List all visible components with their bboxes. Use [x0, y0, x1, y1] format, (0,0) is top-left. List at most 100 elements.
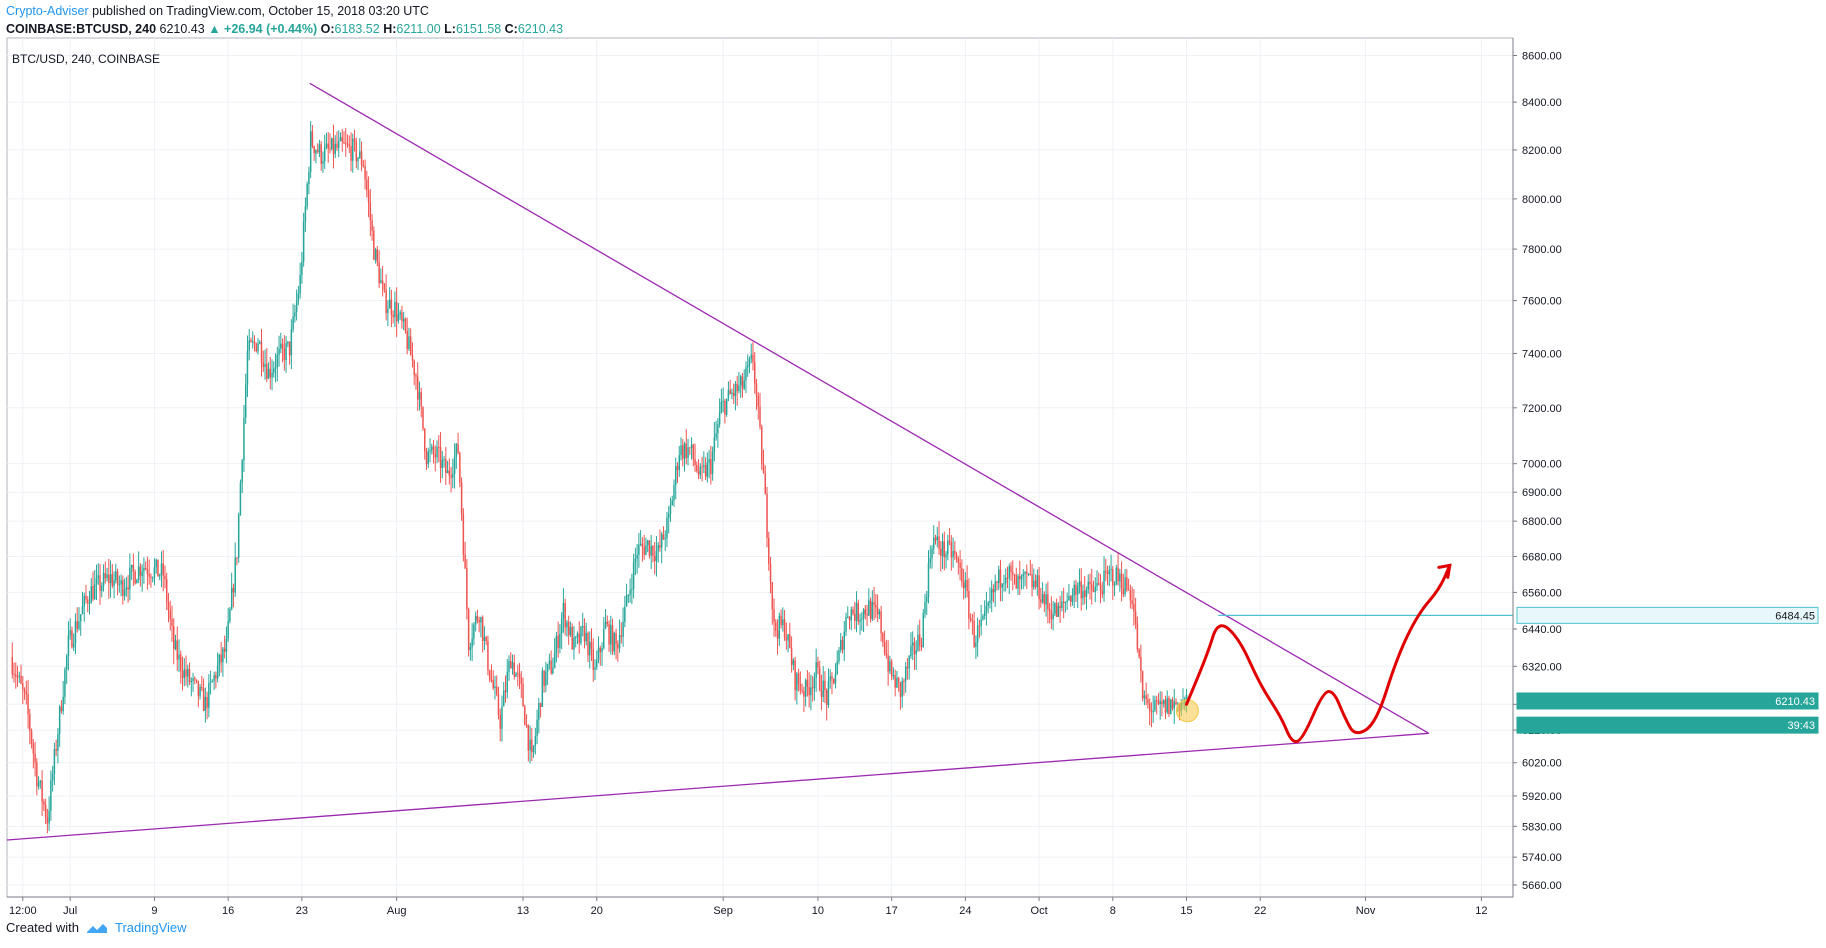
- candle-body: [62, 696, 64, 712]
- y-tick-label: 5740.00: [1522, 852, 1562, 864]
- candle-body: [887, 655, 889, 672]
- candle-body: [683, 443, 686, 459]
- candle-body: [1010, 566, 1012, 573]
- candle-body: [151, 577, 154, 579]
- price-label-box: [1516, 716, 1819, 734]
- candle-body: [43, 801, 45, 805]
- candle-body: [567, 621, 570, 636]
- candle-body: [462, 514, 465, 555]
- candle-body: [402, 318, 405, 322]
- candle-body: [397, 314, 400, 321]
- candle-body: [601, 648, 603, 653]
- candle-body: [387, 308, 389, 313]
- candle-body: [92, 586, 94, 600]
- candle-body: [571, 627, 573, 650]
- candle-body: [578, 633, 580, 644]
- candle-body: [1157, 700, 1160, 704]
- candle-body: [22, 683, 24, 690]
- candle-body: [752, 354, 754, 363]
- candle-body: [720, 401, 723, 413]
- candle-body: [741, 376, 744, 389]
- x-tick-label: 13: [517, 905, 529, 917]
- candle-body: [1020, 576, 1023, 580]
- candle-body: [464, 554, 466, 569]
- candle-body: [431, 446, 433, 451]
- candle-body: [457, 443, 459, 453]
- candle-body: [132, 564, 135, 572]
- candle-body: [297, 293, 300, 302]
- candle-body: [1069, 596, 1072, 602]
- candle-body: [332, 138, 335, 155]
- candle-body: [1108, 570, 1111, 575]
- candle-body: [1119, 573, 1121, 582]
- candle-body: [399, 312, 401, 315]
- candle-body: [301, 261, 303, 276]
- candle-body: [532, 746, 535, 753]
- candle-body: [25, 691, 28, 695]
- candle-body: [1089, 581, 1091, 585]
- candle-body: [838, 650, 840, 662]
- candle-body: [250, 340, 252, 342]
- candle-body: [106, 574, 108, 579]
- candle-body: [502, 690, 505, 707]
- candle-body: [223, 648, 226, 652]
- candle-body: [1045, 594, 1047, 605]
- candle-body: [378, 262, 380, 284]
- candle-body: [167, 602, 170, 611]
- candle-body: [406, 330, 408, 349]
- candle-body: [806, 680, 809, 687]
- candle-body: [127, 587, 129, 590]
- candle-body: [804, 680, 807, 697]
- candle-body: [137, 566, 140, 580]
- candle-body: [662, 534, 665, 540]
- tradingview-brand-link[interactable]: TradingView: [114, 920, 187, 935]
- candle-body: [696, 465, 698, 472]
- candle-body: [101, 586, 103, 591]
- candle-body: [682, 445, 684, 459]
- candle-body: [1087, 581, 1089, 590]
- candle-body: [854, 613, 856, 621]
- candle-body: [355, 141, 358, 162]
- candle-body: [680, 445, 682, 456]
- candle-body: [236, 557, 238, 559]
- candle-body: [427, 451, 430, 465]
- candle-body: [950, 542, 953, 558]
- candle-body: [690, 444, 693, 449]
- candle-body: [699, 466, 702, 475]
- candle-body: [394, 302, 396, 317]
- candle-body: [869, 600, 872, 619]
- candle-body: [855, 603, 858, 621]
- candle-body: [194, 678, 196, 680]
- candle-body: [251, 341, 254, 343]
- y-tick-label: 5830.00: [1522, 821, 1562, 833]
- candle-body: [176, 640, 179, 660]
- candle-body: [395, 302, 398, 321]
- candle-body: [703, 465, 705, 467]
- candle-body: [862, 609, 865, 619]
- candle-body: [848, 616, 851, 621]
- candle-body: [659, 545, 661, 548]
- candle-body: [108, 574, 110, 584]
- author-link[interactable]: Crypto-Adviser: [6, 4, 89, 18]
- candle-body: [638, 544, 640, 555]
- candle-body: [618, 635, 621, 649]
- candle-body: [918, 634, 921, 646]
- candle-body: [352, 138, 354, 161]
- candle-body: [664, 538, 666, 540]
- candle-body: [713, 437, 716, 452]
- y-tick-label: 5920.00: [1522, 791, 1562, 803]
- candle-body: [202, 688, 205, 711]
- x-tick-label: 10: [812, 905, 824, 917]
- candle-body: [241, 460, 243, 484]
- candle-body: [978, 625, 981, 627]
- candle-body: [766, 493, 768, 538]
- candle-body: [610, 625, 612, 645]
- candle-body: [557, 635, 559, 648]
- candle-body: [915, 650, 917, 655]
- candle-body: [336, 143, 338, 148]
- candle-body: [1048, 609, 1051, 612]
- candle-body: [929, 558, 932, 564]
- candle-body: [813, 677, 816, 689]
- candle-body: [122, 580, 124, 596]
